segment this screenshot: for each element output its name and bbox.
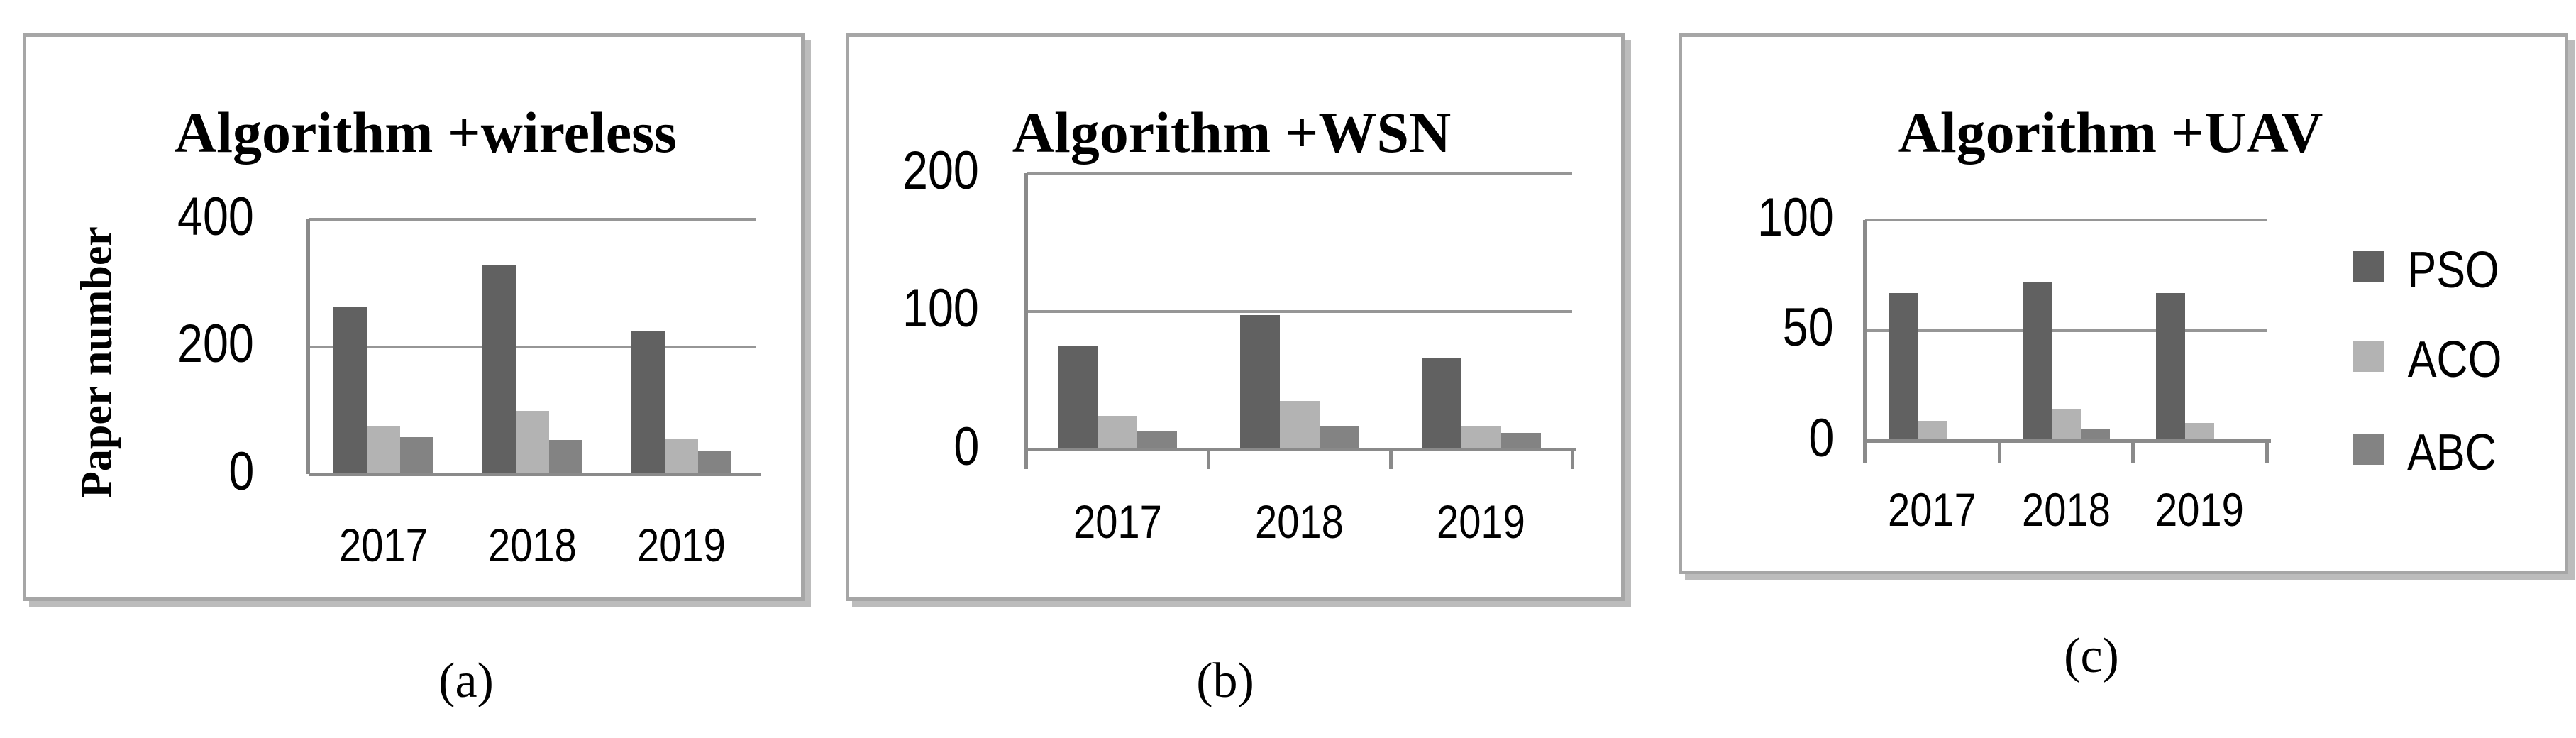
legend-label-pso: PSO — [2407, 242, 2499, 299]
bar-abc-2019 — [698, 451, 731, 474]
x-axis-tick — [1207, 449, 1211, 469]
x-tick-label-2019: 2019 — [637, 519, 726, 571]
x-axis-tick — [1388, 449, 1393, 469]
legend-label-aco: ACO — [2407, 331, 2502, 388]
bar-pso-2018 — [1240, 315, 1280, 449]
legend-label-abc: ABC — [2407, 424, 2497, 481]
bar-pso-2019 — [2156, 293, 2185, 441]
x-axis-line — [309, 473, 761, 476]
x-axis-tick — [2131, 441, 2135, 463]
chart-b-title: Algorithm +WSN — [1012, 100, 1452, 165]
x-axis-line — [1865, 439, 2271, 443]
gridline-50 — [1865, 329, 2267, 332]
bar-abc-2017 — [400, 437, 433, 474]
bar-abc-2018 — [549, 440, 582, 474]
gridline-100 — [1865, 219, 2267, 221]
bar-pso-2018 — [2023, 282, 2052, 441]
bar-aco-2019 — [1461, 426, 1501, 449]
caption-b: (b) — [1196, 654, 1254, 708]
y-tick-label-200: 200 — [902, 140, 979, 201]
gridline-100 — [1027, 309, 1572, 313]
y-tick-label-200: 200 — [177, 314, 254, 375]
bar-aco-2019 — [2185, 423, 2214, 441]
panel-b — [846, 33, 1625, 601]
bar-aco-2019 — [665, 439, 698, 474]
bar-aco-2017 — [367, 426, 400, 474]
x-tick-label-2018: 2018 — [488, 519, 577, 571]
x-axis-line — [1027, 448, 1576, 451]
bar-aco-2018 — [2052, 409, 2081, 441]
panel-c — [1679, 33, 2568, 574]
x-tick-label-2019: 2019 — [2155, 483, 2245, 536]
legend-swatch-abc — [2353, 434, 2384, 465]
y-tick-label-100: 100 — [1757, 187, 1834, 248]
bar-aco-2017 — [1098, 416, 1137, 449]
x-tick-label-2018: 2018 — [1255, 495, 1344, 548]
bar-aco-2017 — [1918, 421, 1947, 441]
x-tick-label-2019: 2019 — [1437, 495, 1526, 548]
gridline-400 — [309, 218, 756, 221]
y-tick-label-0: 0 — [228, 441, 254, 502]
x-tick-label-2017: 2017 — [1887, 483, 1977, 536]
bar-abc-2018 — [1320, 426, 1359, 449]
bar-aco-2018 — [516, 411, 549, 474]
chart-c-title: Algorithm +UAV — [1898, 100, 2323, 165]
panel-a — [23, 33, 805, 601]
y-tick-label-0: 0 — [1808, 407, 1834, 468]
y-tick-label-100: 100 — [902, 278, 979, 339]
bar-pso-2017 — [333, 307, 367, 474]
x-tick-label-2017: 2017 — [1073, 495, 1162, 548]
x-axis-tick — [1571, 449, 1574, 469]
gridline-200 — [309, 345, 756, 348]
x-tick-label-2018: 2018 — [2021, 483, 2111, 536]
y-tick-label-50: 50 — [1783, 297, 1834, 358]
x-axis-tick — [1997, 441, 2001, 463]
bar-aco-2018 — [1280, 401, 1320, 449]
y-tick-label-0: 0 — [953, 416, 979, 477]
y-axis-line — [306, 219, 310, 474]
bar-pso-2017 — [1889, 293, 1918, 441]
chart-a-title: Algorithm +wireless — [175, 100, 677, 165]
bar-abc-2018 — [2081, 429, 2110, 441]
y-axis-line — [1863, 220, 1867, 463]
caption-c: (c) — [2064, 629, 2119, 683]
bar-pso-2019 — [1422, 358, 1461, 449]
bar-pso-2017 — [1058, 346, 1098, 449]
bar-abc-2019 — [1501, 433, 1541, 449]
y-tick-label-400: 400 — [177, 186, 254, 247]
x-axis-tick — [2265, 441, 2269, 463]
bar-pso-2019 — [631, 331, 665, 474]
bar-abc-2017 — [1137, 431, 1177, 449]
legend-swatch-aco — [2353, 341, 2384, 372]
y-axis-line — [1024, 173, 1028, 469]
caption-a: (a) — [438, 654, 494, 708]
x-tick-label-2017: 2017 — [338, 519, 428, 571]
bar-pso-2018 — [482, 265, 516, 474]
gridline-200 — [1027, 172, 1572, 175]
legend-swatch-pso — [2353, 251, 2384, 282]
